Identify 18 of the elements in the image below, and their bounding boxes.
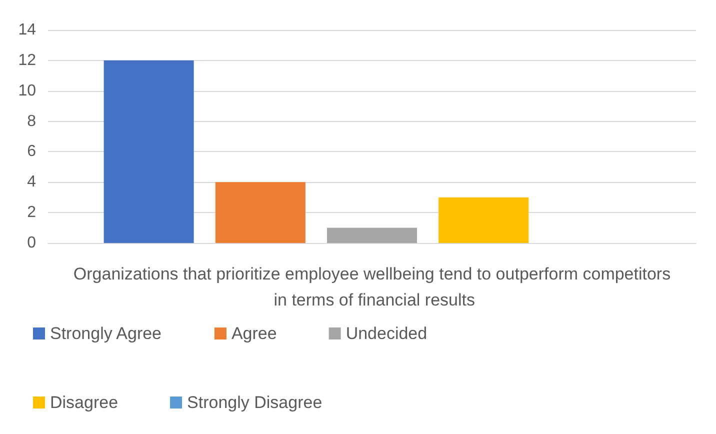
- y-tick-label: 12: [18, 52, 36, 69]
- bar: [438, 197, 529, 243]
- bar: [104, 60, 194, 243]
- y-tick-label: 4: [27, 174, 36, 191]
- legend-label: Strongly Agree: [50, 324, 162, 343]
- legend-label: Strongly Disagree: [187, 393, 322, 412]
- y-tick-label: 8: [27, 112, 36, 130]
- y-tick-label: 0: [27, 234, 36, 252]
- y-tick-label: 2: [27, 204, 36, 222]
- y-tick-label: 10: [18, 82, 36, 100]
- y-tick-label: 14: [18, 22, 36, 38]
- bar: [215, 182, 306, 243]
- bar: [327, 228, 417, 243]
- legend-label: Disagree: [50, 393, 118, 412]
- x-tick-label: Organizations that prioritize employee wellbeing tend to outperform competitors in terms of financial results: [73, 264, 671, 310]
- legend-label: Agree: [231, 324, 277, 343]
- legend-label: Undecided: [346, 324, 428, 343]
- y-tick-label: 6: [27, 143, 36, 160]
